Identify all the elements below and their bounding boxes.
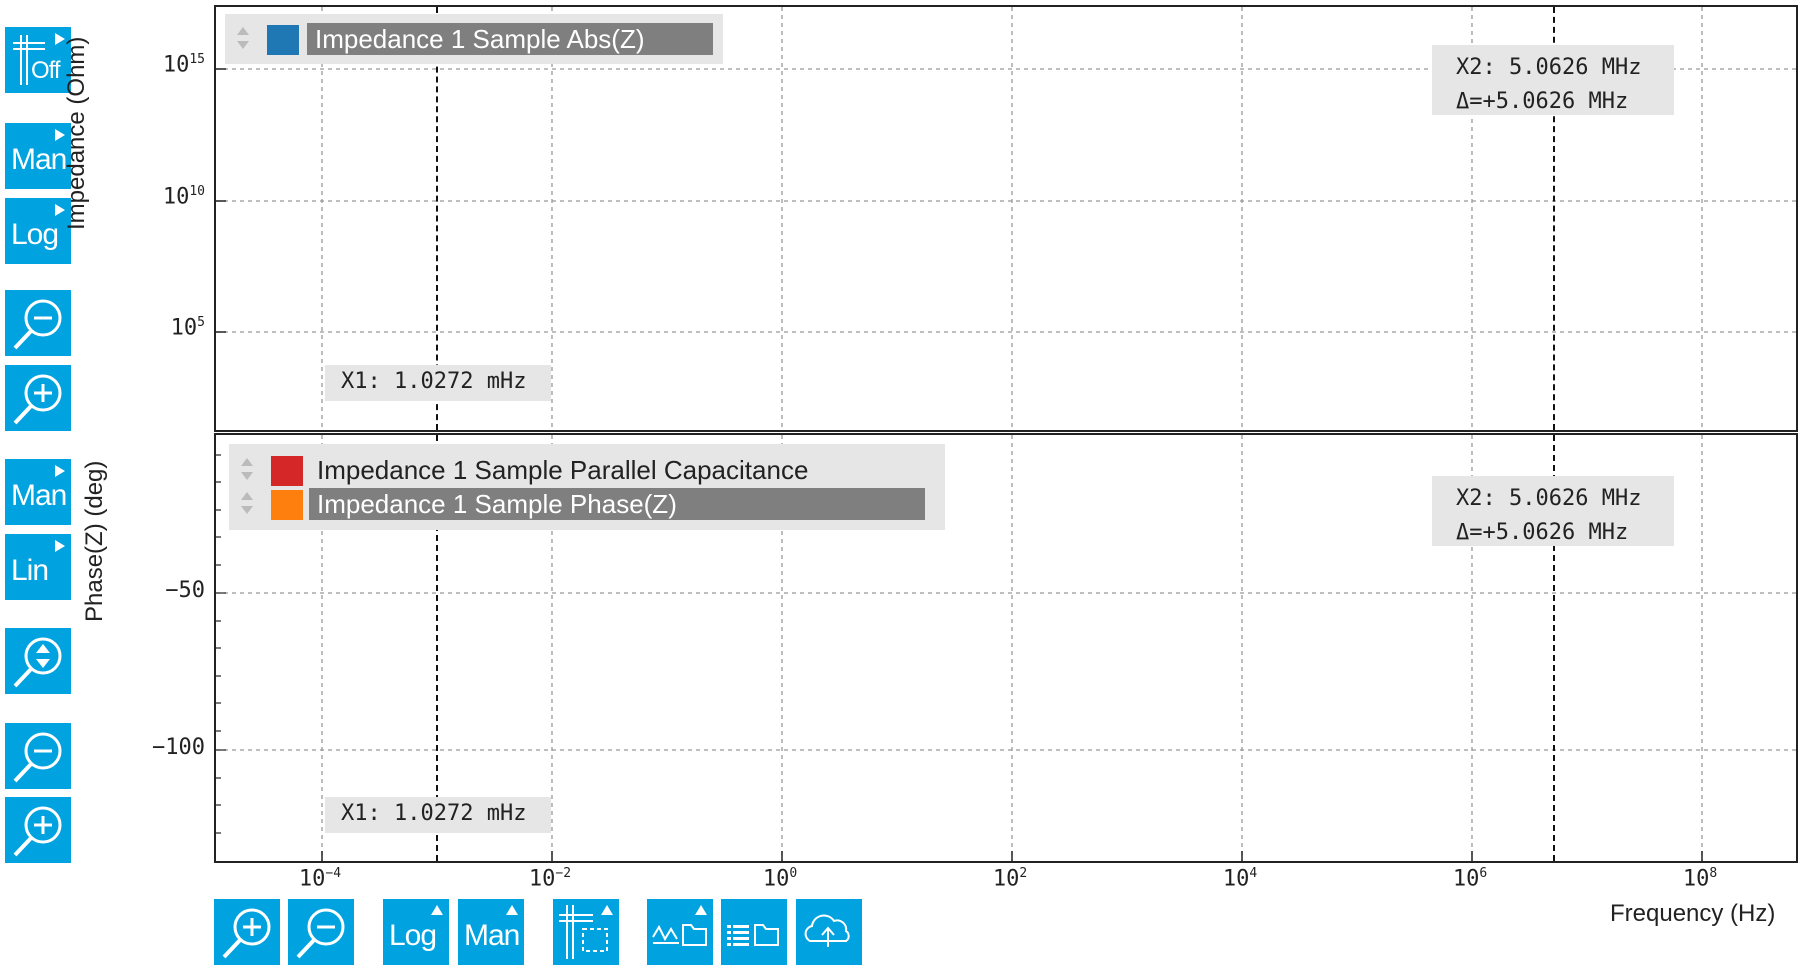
series-color-swatch bbox=[271, 490, 303, 520]
zoom-fit-icon bbox=[13, 637, 62, 688]
reorder-arrows-icon[interactable] bbox=[239, 490, 255, 516]
x-tick: 100 bbox=[762, 866, 798, 892]
save-table-button[interactable] bbox=[721, 899, 787, 965]
zoom-out-icon bbox=[13, 299, 62, 350]
reorder-arrows-icon[interactable] bbox=[239, 456, 255, 482]
x-tick: 102 bbox=[992, 866, 1028, 892]
dropdown-triangle-icon bbox=[601, 905, 613, 915]
x-tick: 108 bbox=[1682, 866, 1718, 892]
y-scale-label: Log bbox=[11, 218, 59, 251]
dropdown-triangle-icon bbox=[55, 204, 65, 216]
cursor-x2-readout-bottom: X2: 5.0626 MHz Δ=+5.0626 MHz bbox=[1432, 476, 1674, 546]
top-legend: Impedance 1 Sample Abs(Z) bbox=[225, 14, 723, 64]
y-scale-button[interactable]: Log bbox=[5, 198, 71, 264]
y-tick-bottom-2: −100 bbox=[152, 735, 205, 760]
cursor-x2-line-bottom[interactable] bbox=[1553, 435, 1555, 861]
dropdown-triangle-icon bbox=[55, 33, 65, 45]
cursor-x1-readout-top: X1: 1.0272 mHz bbox=[325, 365, 551, 401]
save-plot-button[interactable] bbox=[647, 899, 713, 965]
y-range-mode-button-2[interactable]: Man bbox=[5, 459, 71, 525]
cursor-grid-icon bbox=[13, 35, 45, 85]
zoom-in-button[interactable] bbox=[5, 365, 71, 431]
y-tick-top-3: 105 bbox=[170, 315, 205, 341]
bottom-y-axis-label: Phase(Z) (deg) bbox=[81, 460, 108, 622]
bottom-plot-grid bbox=[216, 435, 1796, 861]
x-range-mode-button[interactable]: Man bbox=[458, 899, 524, 965]
y-range-mode-button[interactable]: Man bbox=[5, 123, 71, 189]
dropdown-triangle-icon bbox=[506, 905, 518, 915]
legend-item[interactable]: Impedance 1 Sample Phase(Z) bbox=[229, 486, 945, 520]
series-name: Impedance 1 Sample Phase(Z) bbox=[309, 488, 925, 520]
zoom-in-icon bbox=[13, 806, 62, 857]
series-name: Impedance 1 Sample Abs(Z) bbox=[307, 23, 713, 55]
dropdown-triangle-icon bbox=[55, 129, 65, 141]
zoom-in-button-2[interactable] bbox=[5, 797, 71, 863]
zoom-in-icon bbox=[222, 908, 271, 959]
cursor-settings-button[interactable] bbox=[553, 899, 619, 965]
zoom-out-icon bbox=[13, 732, 62, 783]
x-tick: 106 bbox=[1452, 866, 1488, 892]
top-y-axis-label: Impedance (Ohm) bbox=[63, 36, 90, 230]
cursor-mode-label: Off bbox=[31, 57, 61, 84]
cursor-x1-line-top[interactable] bbox=[436, 7, 438, 430]
dropdown-triangle-icon bbox=[695, 905, 707, 915]
bottom-legend: Impedance 1 Sample Parallel Capacitance … bbox=[229, 444, 945, 530]
save-table-icon bbox=[727, 924, 779, 946]
legend-item[interactable]: Impedance 1 Sample Parallel Capacitance bbox=[229, 452, 945, 486]
y-range-mode-label: Man bbox=[11, 143, 67, 176]
cursor-x2-readout-top: X2: 5.0626 MHz Δ=+5.0626 MHz bbox=[1432, 45, 1674, 115]
y-scale-label-2: Lin bbox=[11, 554, 49, 587]
cursor-x1-line-bottom[interactable] bbox=[436, 435, 438, 861]
x-range-mode-label: Man bbox=[464, 919, 520, 952]
y-scale-button-2[interactable]: Lin bbox=[5, 534, 71, 600]
x-scale-button[interactable]: Log bbox=[383, 899, 449, 965]
y-range-mode-label-2: Man bbox=[11, 479, 67, 512]
y-tick-top-2: 1010 bbox=[162, 184, 205, 210]
cursor-off-button[interactable]: Off bbox=[5, 27, 71, 93]
zoom-fit-button[interactable] bbox=[5, 628, 71, 694]
dropdown-triangle-icon bbox=[55, 465, 65, 477]
save-plot-icon bbox=[652, 924, 707, 946]
cursor-x1-readout-bottom: X1: 1.0272 mHz bbox=[325, 797, 551, 833]
series-color-swatch bbox=[267, 25, 299, 55]
top-plot-grid bbox=[216, 7, 1796, 430]
zoom-out-button[interactable] bbox=[5, 290, 71, 356]
reorder-arrows-icon[interactable] bbox=[235, 25, 251, 51]
x-zoom-out-button[interactable] bbox=[288, 899, 354, 965]
zoom-out-icon bbox=[296, 908, 345, 959]
cursor-x2-line-top[interactable] bbox=[1553, 7, 1555, 430]
series-name: Impedance 1 Sample Parallel Capacitance bbox=[317, 455, 809, 485]
series-color-swatch bbox=[271, 456, 303, 486]
x-tick: 10−2 bbox=[528, 866, 572, 892]
upload-cloud-button[interactable] bbox=[796, 899, 862, 965]
x-axis-label: Frequency (Hz) bbox=[1610, 900, 1776, 927]
x-zoom-in-button[interactable] bbox=[214, 899, 280, 965]
x-tick: 104 bbox=[1222, 866, 1258, 892]
zoom-in-icon bbox=[13, 374, 62, 425]
legend-item[interactable]: Impedance 1 Sample Abs(Z) bbox=[225, 21, 723, 55]
x-scale-label: Log bbox=[389, 919, 437, 952]
x-tick: 10−4 bbox=[298, 866, 342, 892]
zoom-out-button-2[interactable] bbox=[5, 723, 71, 789]
cursor-grid-icon bbox=[559, 905, 608, 959]
cloud-upload-icon bbox=[804, 914, 850, 947]
dropdown-triangle-icon bbox=[55, 540, 65, 552]
y-tick-top-1: 1015 bbox=[162, 52, 205, 78]
dropdown-triangle-icon bbox=[431, 905, 443, 915]
y-tick-bottom-1: −50 bbox=[165, 578, 205, 603]
